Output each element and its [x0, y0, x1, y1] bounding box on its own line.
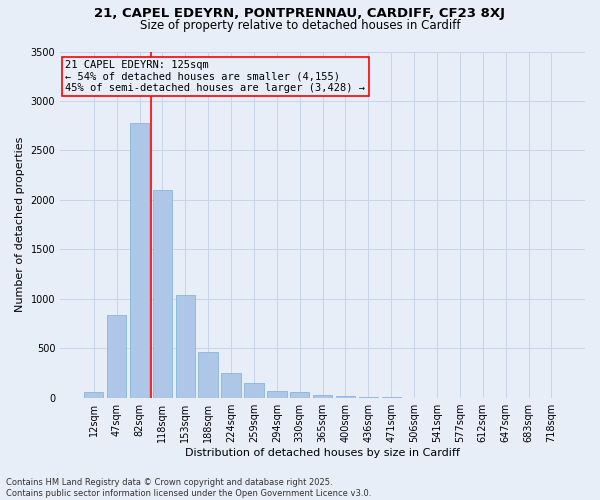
Y-axis label: Number of detached properties: Number of detached properties: [15, 137, 25, 312]
Text: Size of property relative to detached houses in Cardiff: Size of property relative to detached ho…: [140, 19, 460, 32]
Bar: [244, 383, 263, 398]
Text: 21 CAPEL EDEYRN: 125sqm
← 54% of detached houses are smaller (4,155)
45% of semi: 21 CAPEL EDEYRN: 125sqm ← 54% of detache…: [65, 60, 365, 94]
Bar: [152, 190, 172, 398]
Bar: [84, 392, 103, 398]
Bar: [130, 122, 149, 398]
Bar: [290, 392, 310, 398]
Bar: [267, 391, 287, 398]
Bar: [176, 294, 195, 398]
Bar: [107, 314, 127, 398]
Bar: [221, 373, 241, 398]
Text: Contains HM Land Registry data © Crown copyright and database right 2025.
Contai: Contains HM Land Registry data © Crown c…: [6, 478, 371, 498]
Text: 21, CAPEL EDEYRN, PONTPRENNAU, CARDIFF, CF23 8XJ: 21, CAPEL EDEYRN, PONTPRENNAU, CARDIFF, …: [95, 8, 505, 20]
Bar: [313, 394, 332, 398]
X-axis label: Distribution of detached houses by size in Cardiff: Distribution of detached houses by size …: [185, 448, 460, 458]
Bar: [336, 396, 355, 398]
Bar: [359, 396, 378, 398]
Bar: [199, 352, 218, 398]
